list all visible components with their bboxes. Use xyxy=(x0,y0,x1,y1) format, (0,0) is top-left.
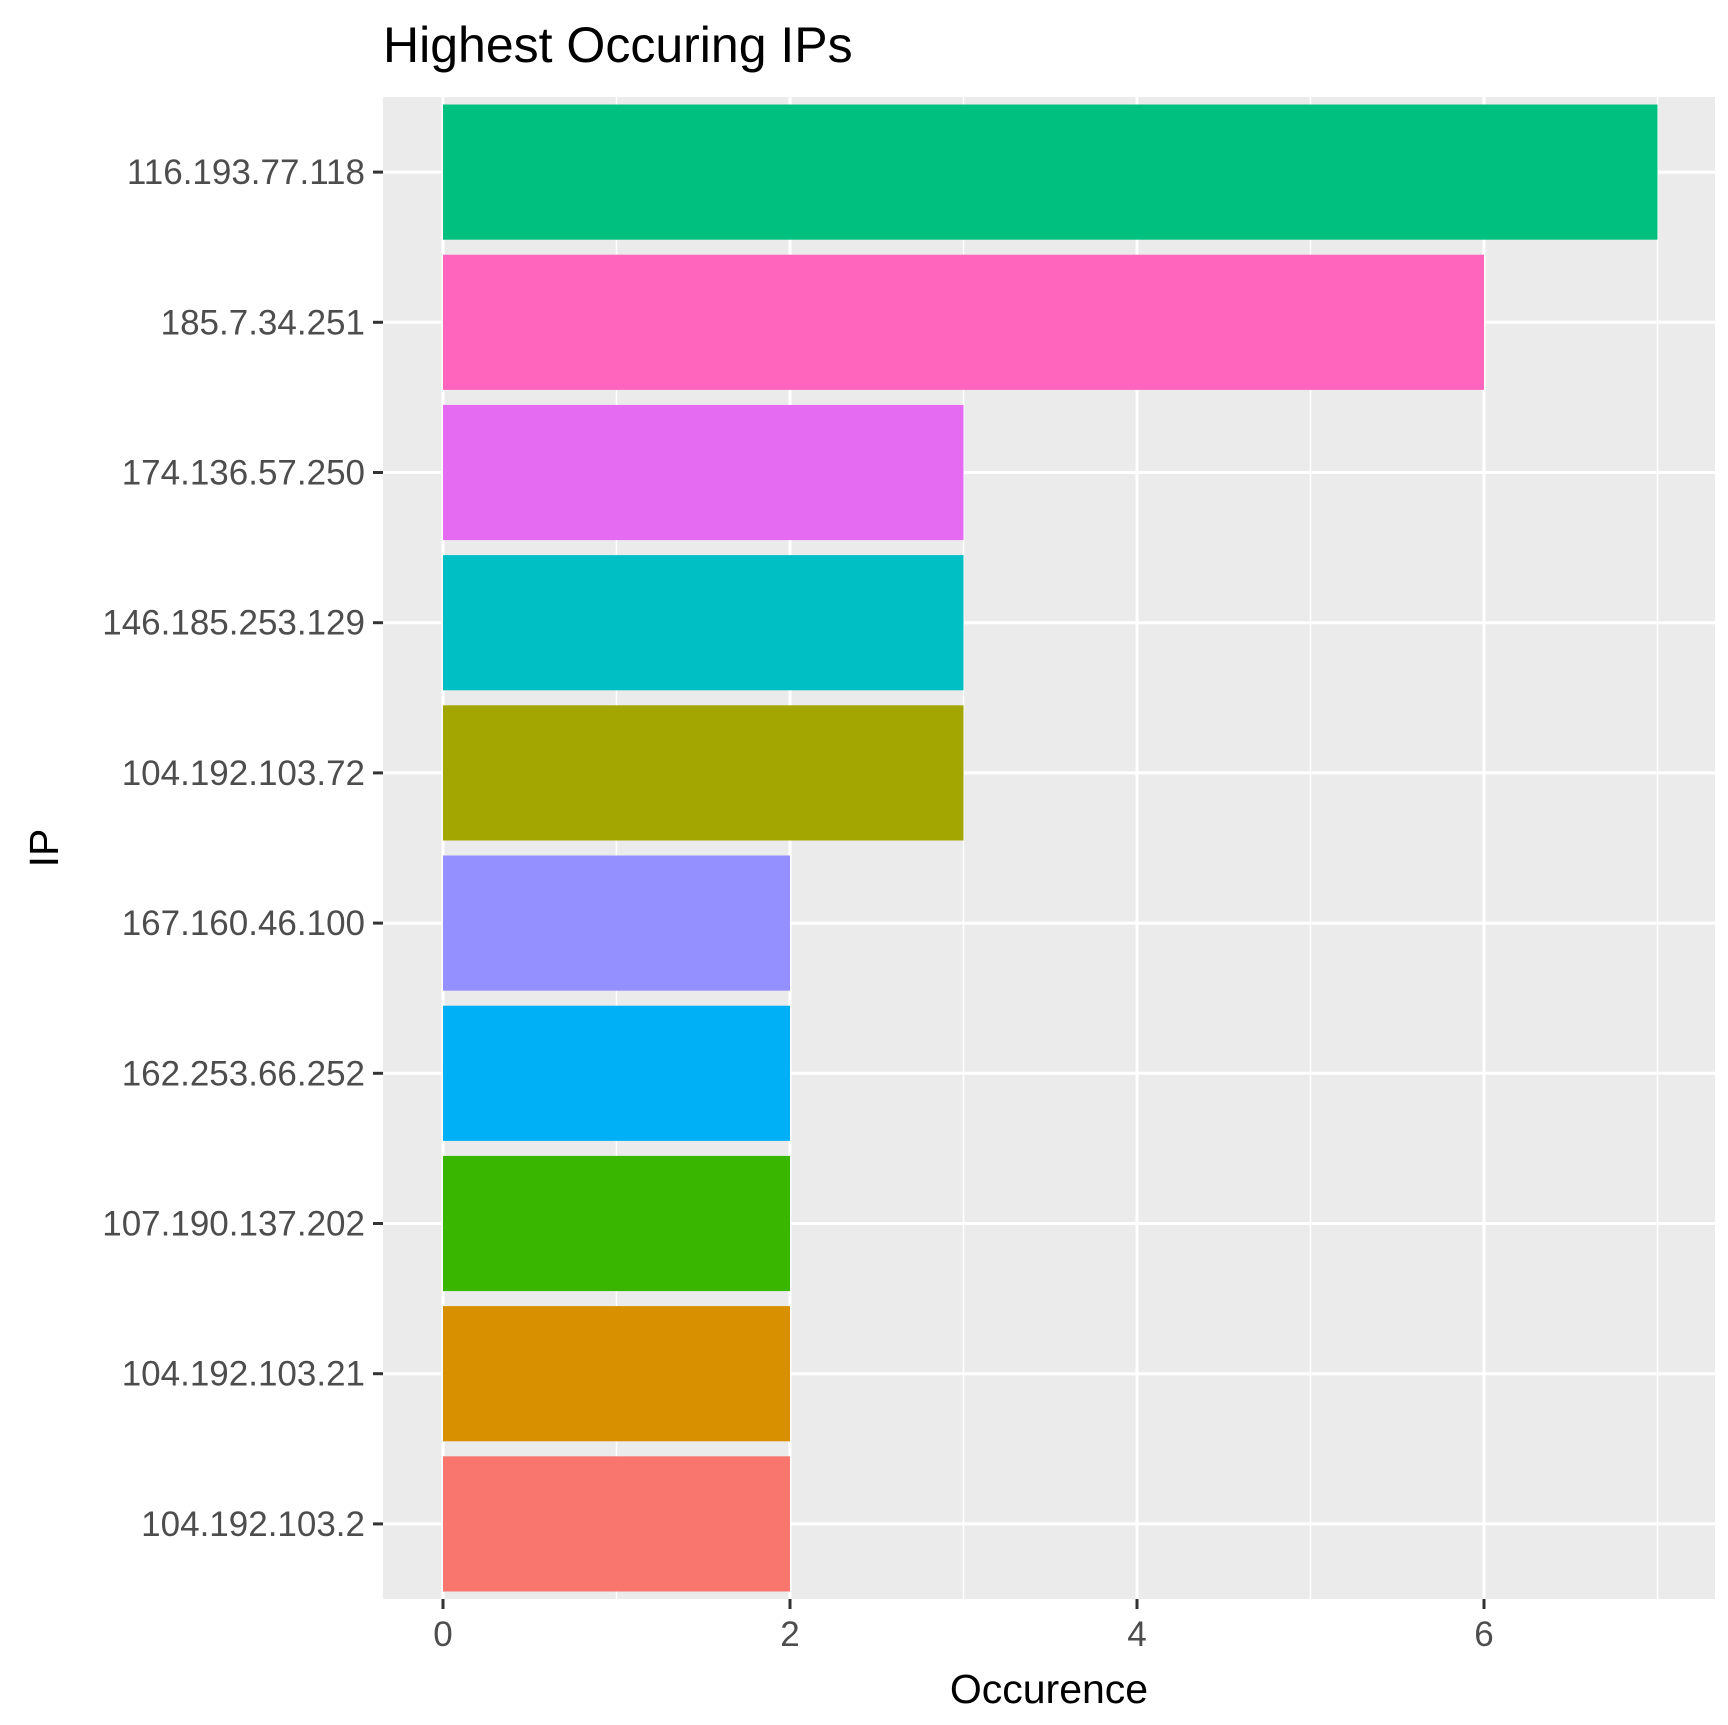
y-axis: 116.193.77.118 185.7.34.251 174.136.57.250… xyxy=(102,153,383,1544)
chart-title: Highest Occuring IPs xyxy=(383,17,853,73)
y-axis-title: IP xyxy=(21,829,67,868)
y-tick-label: 116.193.77.118 xyxy=(127,153,365,192)
y-tick-label: 104.192.103.72 xyxy=(122,754,365,793)
y-tick-label: 104.192.103.21 xyxy=(122,1355,365,1394)
bar xyxy=(443,404,964,541)
y-tick-label: 174.136.57.250 xyxy=(122,454,365,493)
bar xyxy=(443,1005,790,1141)
bar xyxy=(443,254,1484,390)
x-tick-label: 0 xyxy=(433,1615,452,1654)
y-tick-label: 104.192.103.2 xyxy=(141,1505,365,1544)
x-axis: 0 2 4 6 xyxy=(433,1599,1494,1654)
bar xyxy=(443,1306,790,1442)
bar xyxy=(443,1155,790,1292)
bar xyxy=(443,555,964,691)
y-tick-label: 162.253.66.252 xyxy=(122,1054,365,1093)
bar xyxy=(443,104,1658,240)
y-tick-label: 167.160.46.100 xyxy=(122,904,365,943)
x-tick-label: 4 xyxy=(1127,1615,1146,1654)
y-tick-label: 185.7.34.251 xyxy=(161,303,365,342)
bars-group xyxy=(443,104,1658,1592)
y-tick-label: 146.185.253.129 xyxy=(102,604,365,643)
x-axis-title: Occurence xyxy=(950,1666,1148,1712)
bar xyxy=(443,855,790,991)
y-tick-label: 107.190.137.202 xyxy=(102,1205,365,1244)
x-tick-label: 2 xyxy=(780,1615,799,1654)
bar xyxy=(443,1456,790,1592)
bar xyxy=(443,705,964,841)
x-tick-label: 6 xyxy=(1474,1615,1493,1654)
